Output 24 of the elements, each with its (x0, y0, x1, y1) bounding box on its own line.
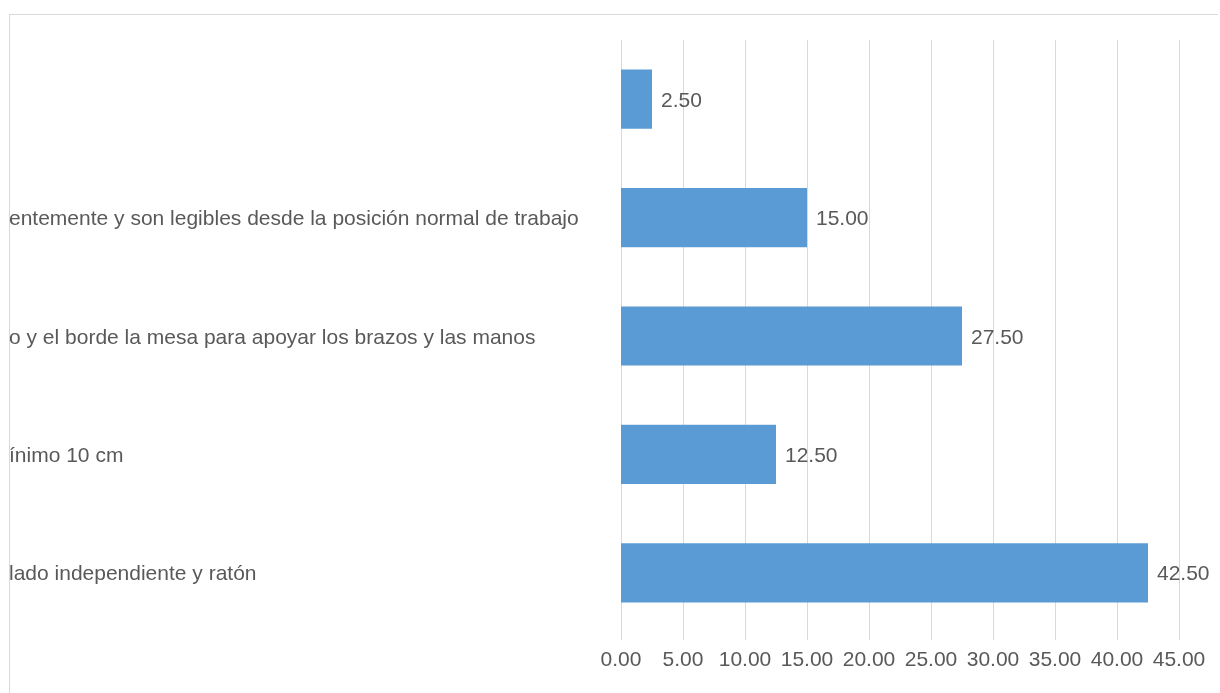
x-tick-label: 15.00 (780, 647, 834, 670)
data-label: 27.50 (971, 324, 1024, 348)
x-tick-label: 10.00 (718, 647, 772, 670)
bar (621, 424, 776, 484)
x-tick-label: 25.00 (904, 647, 958, 670)
y-tick-label: ínimo 10 cm (9, 442, 124, 466)
bar (621, 188, 807, 248)
x-tick-label: 5.00 (662, 647, 704, 670)
data-label: 2.50 (661, 87, 702, 111)
x-tick-label: 0.00 (600, 647, 642, 670)
x-tick-label: 20.00 (842, 647, 896, 670)
x-tick-label: 35.00 (1028, 647, 1082, 670)
y-tick-label: o y el borde la mesa para apoyar los brazos y las manos (9, 324, 536, 348)
y-tick-label: lado independiente y ratón (9, 561, 257, 585)
data-label: 42.50 (1157, 561, 1210, 585)
bar (621, 543, 1148, 603)
data-label: 12.50 (785, 442, 838, 466)
data-label: 15.00 (816, 206, 869, 230)
x-tick-label: 30.00 (966, 647, 1020, 670)
y-tick-label: entemente y son legibles desde la posición normal de trabajo (9, 206, 579, 230)
x-tick-label: 40.00 (1090, 647, 1144, 670)
bar (621, 306, 962, 366)
x-tick-label: 45.00 (1152, 647, 1206, 670)
bar (621, 69, 652, 129)
